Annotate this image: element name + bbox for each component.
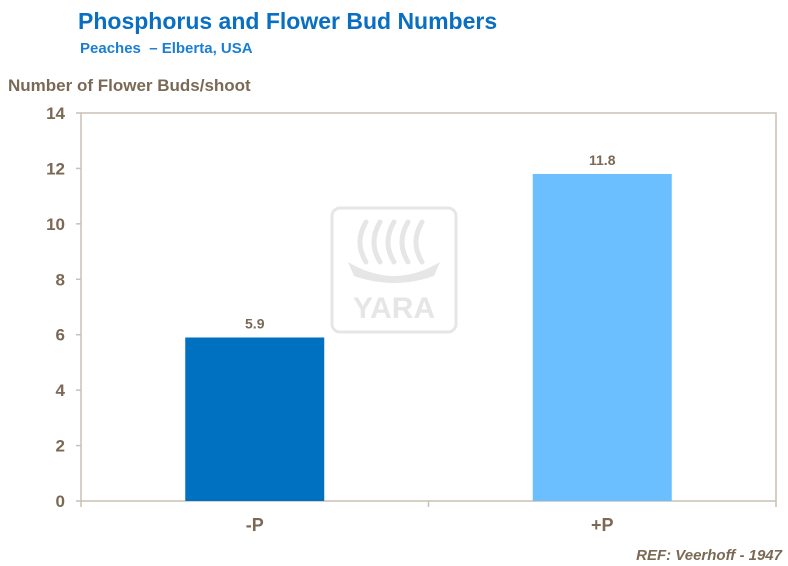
y-tick-label: 0 xyxy=(56,492,65,511)
y-tick-label: 4 xyxy=(56,381,66,400)
y-tick-label: 10 xyxy=(46,215,65,234)
x-tick-label: -P xyxy=(246,515,264,535)
data-label: 11.8 xyxy=(589,152,616,168)
y-axis-label: Number of Flower Buds/shoot xyxy=(8,76,251,95)
bar xyxy=(532,173,672,501)
yara-logo-watermark: YARA xyxy=(330,206,458,334)
watermark-text: YARA xyxy=(353,292,435,325)
y-tick-label: 14 xyxy=(46,104,65,123)
x-tick-label: +P xyxy=(591,515,614,535)
y-tick-label: 12 xyxy=(46,159,65,178)
chart-subtitle: Peaches – Elberta, USA xyxy=(80,40,253,57)
chart-title: Phosphorus and Flower Bud Numbers xyxy=(78,8,498,34)
data-label: 5.9 xyxy=(245,315,265,331)
y-tick-label: 8 xyxy=(56,270,65,289)
reference-note: REF: Veerhoff - 1947 xyxy=(636,547,782,564)
y-tick-label: 2 xyxy=(56,437,65,456)
y-tick-label: 6 xyxy=(56,326,65,345)
bar xyxy=(185,337,325,501)
